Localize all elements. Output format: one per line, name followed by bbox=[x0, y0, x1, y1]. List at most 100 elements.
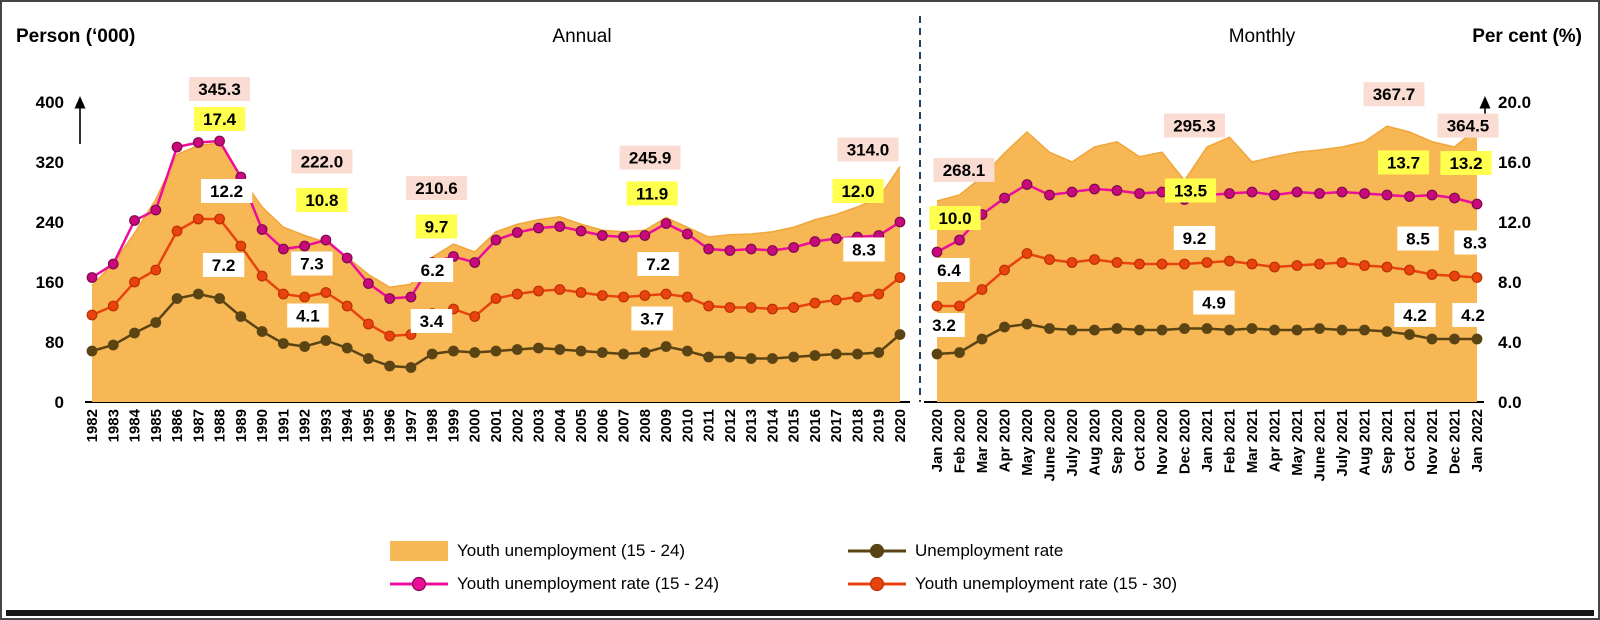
annotation-box bbox=[1452, 303, 1494, 327]
annotation-box bbox=[626, 181, 678, 206]
x-axis-label: July 2021 bbox=[1334, 409, 1351, 477]
annotation-value: 4.2 bbox=[1403, 306, 1427, 325]
right-tick-label: 0.0 bbox=[1498, 393, 1522, 412]
annotation-value: 7.2 bbox=[212, 256, 236, 275]
unemployment-rate-line bbox=[931, 318, 1483, 360]
x-axis-label: June 2021 bbox=[1312, 409, 1329, 482]
x-axis-label: 2003 bbox=[531, 409, 548, 442]
right-axis-arrow-icon bbox=[1479, 96, 1491, 109]
annotation-box bbox=[405, 176, 467, 201]
annotation-value: 6.2 bbox=[421, 261, 445, 280]
x-axis-label: 1997 bbox=[403, 409, 420, 442]
x-axis-label: 2006 bbox=[594, 409, 611, 442]
left-axis-title: Person (‘000) bbox=[16, 26, 136, 47]
annotation-box bbox=[1164, 178, 1217, 203]
annotation-box bbox=[1397, 226, 1439, 251]
x-axis-label: Dec 2021 bbox=[1447, 409, 1464, 474]
annotation-value: 12.2 bbox=[210, 182, 243, 201]
line-swatch-icon bbox=[848, 540, 906, 562]
annotation-box bbox=[1164, 113, 1225, 138]
annotation-box bbox=[928, 258, 970, 282]
x-axis-label: 1994 bbox=[339, 408, 356, 442]
annotation-box bbox=[631, 306, 673, 331]
annotation-value: 13.7 bbox=[1387, 154, 1420, 173]
annotations: 345.3 17.4 12.2 7.2 222.0 10.8 7.3 4.1 210.6 9.7 6… bbox=[189, 77, 1499, 337]
youth-unemployment-rate-15-30--line bbox=[931, 248, 1483, 312]
annotation-box bbox=[1394, 303, 1436, 327]
x-axis-label: Mar 2021 bbox=[1244, 409, 1261, 473]
x-axis-label: May 2021 bbox=[1289, 409, 1306, 476]
area-top-edge bbox=[936, 125, 1478, 202]
x-axis-label: Apr 2021 bbox=[1267, 409, 1284, 472]
left-tick-label: 0 bbox=[55, 393, 64, 412]
panel-title-monthly: Monthly bbox=[1228, 26, 1296, 47]
x-axis-label: Aug 2021 bbox=[1357, 409, 1374, 476]
left-axis-arrow-icon bbox=[74, 96, 86, 109]
right-tick-label: 20.0 bbox=[1498, 93, 1531, 112]
x-axis-label: 2004 bbox=[552, 408, 569, 442]
annotation-box bbox=[1173, 226, 1216, 250]
legend-item-youth-rate-15-30: Youth unemployment rate (15 - 30) bbox=[848, 573, 1188, 595]
annotation-box bbox=[200, 179, 253, 203]
x-axis-label: Aug 2020 bbox=[1087, 409, 1104, 476]
bottom-rule bbox=[6, 610, 1594, 616]
annotation-value: 9.2 bbox=[1183, 229, 1207, 248]
x-axis-label: 1983 bbox=[105, 409, 122, 442]
x-axis-label: 2001 bbox=[488, 409, 505, 442]
x-axis-label: 1986 bbox=[169, 409, 186, 442]
x-axis-label: 1992 bbox=[297, 409, 314, 442]
legend-label-youth-rate-15-30: Youth unemployment rate (15 - 30) bbox=[915, 574, 1178, 593]
x-axis-label: 2013 bbox=[743, 409, 760, 442]
annotation-value: 8.3 bbox=[852, 241, 876, 260]
x-axis-label: 1999 bbox=[445, 409, 462, 442]
annotation-box bbox=[843, 237, 885, 262]
annotation-value: 8.5 bbox=[1406, 230, 1430, 249]
y-axis-tick-labels: 400 320 240 160 80 0 20.0 16.0 12.0 8.0 4.0 0.0 bbox=[36, 93, 1531, 412]
annotation-box bbox=[1440, 151, 1492, 175]
x-axis-label: 2002 bbox=[509, 409, 526, 442]
x-axis-label: Sep 2020 bbox=[1109, 409, 1126, 474]
annotation-value: 9.7 bbox=[425, 218, 449, 237]
legend-label-unemployment-rate: Unemployment rate bbox=[915, 541, 1064, 560]
x-axis-label: Nov 2021 bbox=[1424, 409, 1441, 475]
right-tick-label: 4.0 bbox=[1498, 333, 1522, 352]
annotation-box bbox=[1363, 82, 1425, 107]
x-axis-label: Apr 2020 bbox=[997, 409, 1014, 472]
annotation-box bbox=[832, 179, 884, 203]
youth-unemployment-rate-15-24--line bbox=[86, 135, 906, 304]
annotation-value: 13.5 bbox=[1174, 182, 1207, 201]
x-axis-label: 2011 bbox=[701, 409, 718, 442]
annotation-value: 222.0 bbox=[301, 153, 344, 172]
annotation-box bbox=[1454, 230, 1496, 255]
x-axis-label: 1989 bbox=[233, 409, 250, 442]
x-axis-label: 2005 bbox=[573, 409, 590, 442]
x-axis-label: July 2020 bbox=[1064, 409, 1081, 477]
monthly-x-axis-labels: Jan 2020 Feb 2020 Mar 2020 Apr 2020 May 2020… bbox=[929, 409, 1486, 482]
x-axis-label: 1995 bbox=[360, 409, 377, 442]
annotation-box bbox=[202, 253, 245, 277]
line-swatch-icon bbox=[390, 573, 448, 595]
annotation-box bbox=[287, 303, 329, 328]
annotation-box bbox=[291, 251, 333, 276]
x-axis-label: 2007 bbox=[616, 409, 633, 442]
annotation-box bbox=[193, 107, 246, 131]
annotation-value: 11.9 bbox=[636, 185, 668, 204]
x-axis-label: 1988 bbox=[212, 409, 229, 442]
annotation-value: 3.4 bbox=[420, 312, 444, 331]
x-axis-label: June 2020 bbox=[1042, 409, 1059, 482]
x-axis-label: 1982 bbox=[84, 409, 101, 442]
youth-unemployment-area bbox=[92, 143, 900, 402]
x-axis-label: Oct 2021 bbox=[1402, 409, 1419, 472]
x-axis-label: 2015 bbox=[786, 409, 803, 442]
x-axis-label: 2020 bbox=[892, 409, 909, 442]
annual-panel bbox=[86, 135, 906, 402]
x-axis-label: 1993 bbox=[318, 409, 335, 442]
annotation-value: 4.2 bbox=[1461, 306, 1485, 325]
annotation-value: 3.2 bbox=[932, 316, 956, 335]
x-axis-label: 2014 bbox=[764, 408, 781, 442]
annotation-value: 8.3 bbox=[1463, 234, 1487, 253]
left-tick-label: 80 bbox=[45, 333, 64, 352]
annotation-value: 314.0 bbox=[847, 141, 890, 160]
panel-title-annual: Annual bbox=[552, 26, 612, 47]
left-tick-label: 160 bbox=[36, 273, 64, 292]
